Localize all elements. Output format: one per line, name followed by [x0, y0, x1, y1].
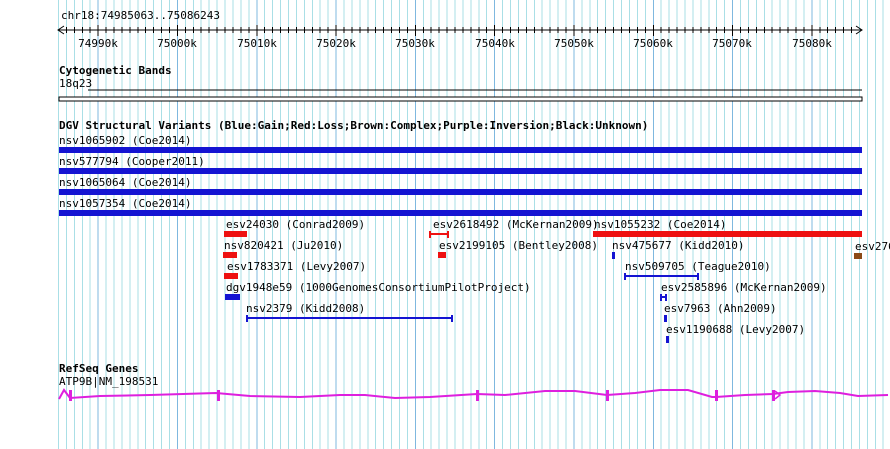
variant-label[interactable]: nsv1057354 (Coe2014)	[59, 197, 192, 210]
variant-box-glyph[interactable]	[59, 210, 862, 216]
grid-layer	[58, 0, 884, 449]
gene-exon-tick[interactable]	[715, 390, 718, 401]
ruler-right-arrow-icon	[855, 25, 863, 35]
ruler-tick-label: 75010k	[237, 37, 277, 50]
variant-label[interactable]: nsv475677 (Kidd2010)	[612, 239, 745, 252]
refseq-gene-track	[58, 388, 889, 401]
ruler-tick-label: 75060k	[633, 37, 673, 50]
cytoband-section-header: Cytogenetic Bands	[59, 64, 172, 77]
variant-label[interactable]: nsv1055232 (Coe2014)	[594, 218, 727, 231]
variant-label[interactable]: esv2199105 (Bentley2008)	[439, 239, 598, 252]
variant-label[interactable]: esv1783371 (Levy2007)	[227, 260, 367, 273]
gene-exon-tick[interactable]	[606, 390, 609, 401]
variant-tick-glyph[interactable]	[664, 315, 667, 322]
gene-exon-tick[interactable]	[217, 390, 220, 401]
variant-label[interactable]: esv1190688 (Levy2007)	[666, 323, 806, 336]
variant-label[interactable]: esv276	[855, 240, 890, 253]
ruler-axis	[57, 25, 863, 36]
variant-tick-glyph[interactable]	[612, 252, 615, 259]
dgv-section-header: DGV Structural Variants (Blue:Gain;Red:L…	[59, 119, 649, 132]
gene-exon-tick[interactable]	[772, 390, 775, 401]
gene-strand-arrow-icon	[774, 390, 782, 400]
variant-label[interactable]: dgv1948e59 (1000GenomesConsortiumPilotPr…	[226, 281, 531, 294]
gene-exon-tick[interactable]	[69, 390, 72, 401]
region-title: chr18:74985063..75086243	[61, 9, 220, 22]
variant-box-glyph[interactable]	[854, 253, 862, 259]
variant-label[interactable]: esv2585896 (McKernan2009)	[661, 281, 827, 294]
ruler-tick-label: 75020k	[316, 37, 356, 50]
variant-box-glyph[interactable]	[593, 231, 862, 237]
ruler-left-arrow-icon	[57, 25, 65, 35]
variant-box-glyph[interactable]	[223, 252, 237, 258]
variant-box-glyph[interactable]	[224, 273, 238, 279]
variant-box-glyph[interactable]	[438, 252, 446, 258]
variant-box-glyph[interactable]	[224, 231, 247, 237]
refseq-section-header: RefSeq Genes	[59, 362, 139, 375]
cytoband-band-box[interactable]	[58, 96, 863, 102]
variant-label[interactable]: esv24030 (Conrad2009)	[226, 218, 366, 231]
gene-line[interactable]	[58, 388, 889, 400]
variant-label[interactable]: nsv1065902 (Coe2014)	[59, 134, 192, 147]
variant-label[interactable]: nsv577794 (Cooper2011)	[59, 155, 205, 168]
ruler-tick-label: 75040k	[475, 37, 515, 50]
variant-box-glyph[interactable]	[59, 147, 862, 153]
ruler-tick-label: 75050k	[554, 37, 594, 50]
cytoband-track	[58, 89, 863, 102]
ruler-tick-label: 75000k	[157, 37, 197, 50]
gene-exon-tick[interactable]	[476, 390, 479, 401]
variant-label[interactable]: esv2618492 (McKernan2009)	[433, 218, 599, 231]
variant-label[interactable]: nsv1065064 (Coe2014)	[59, 176, 192, 189]
variant-tick-glyph[interactable]	[666, 336, 669, 343]
ruler-tick-label: 75080k	[792, 37, 832, 50]
refseq-gene-label[interactable]: ATP9B|NM_198531	[59, 375, 159, 388]
ruler-tick-label: 75070k	[712, 37, 752, 50]
variant-label[interactable]: esv7963 (Ahn2009)	[664, 302, 777, 315]
ruler-tick-label: 74990k	[78, 37, 118, 50]
cytoband-label: 18q23	[59, 77, 93, 90]
variant-box-glyph[interactable]	[59, 189, 862, 195]
dgv-variants-track	[59, 147, 862, 343]
variant-box-glyph[interactable]	[59, 168, 862, 174]
variant-label[interactable]: nsv820421 (Ju2010)	[224, 239, 344, 252]
variant-label[interactable]: nsv509705 (Teague2010)	[625, 260, 771, 273]
variant-label[interactable]: nsv2379 (Kidd2008)	[246, 302, 366, 315]
ruler-tick-label: 75030k	[395, 37, 435, 50]
variant-box-glyph[interactable]	[225, 294, 240, 300]
